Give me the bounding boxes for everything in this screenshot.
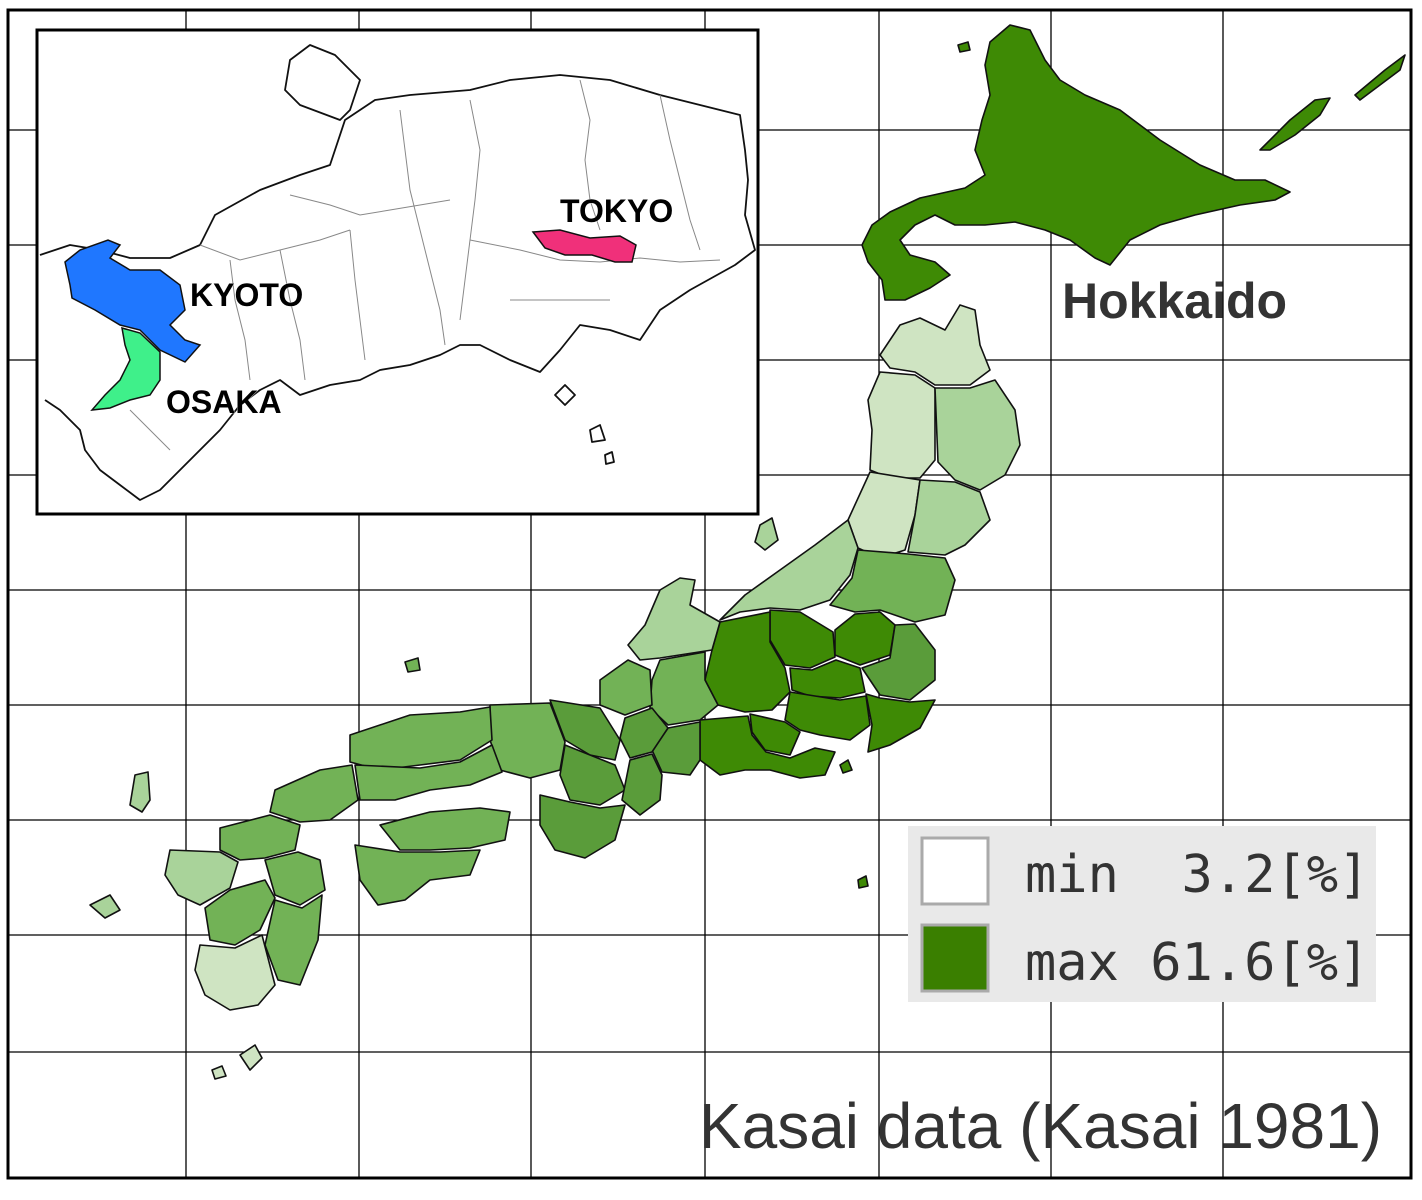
prefecture-osaka-nara <box>559 744 626 806</box>
legend-swatch-max <box>920 923 990 993</box>
prefecture-oita <box>264 851 326 906</box>
prefecture-fukuoka <box>219 814 301 861</box>
inset-coastline <box>39 44 756 501</box>
legend-max-label: max 61.6[%] <box>1025 933 1369 993</box>
islet <box>211 1065 227 1080</box>
source-caption: Kasai data (Kasai 1981) <box>699 1090 1382 1162</box>
prefecture-fukushima <box>829 549 956 623</box>
inset-osaka-prefecture <box>90 326 161 411</box>
islet <box>957 41 971 53</box>
inset-label-kyoto: KYOTO <box>190 277 303 313</box>
prefecture-gunma <box>769 609 836 669</box>
prefecture-saga-nagasaki <box>164 849 239 906</box>
prefecture-wakayama <box>539 794 626 859</box>
oki-island <box>404 657 421 673</box>
inset-tokyo-prefecture <box>531 229 637 263</box>
prefecture-niigata <box>719 519 859 621</box>
prefecture-ibaraki <box>861 623 936 701</box>
islet <box>857 875 869 889</box>
prefecture-kagoshima <box>194 934 276 1011</box>
inset-prefecture-borders <box>129 79 721 451</box>
prefecture-yamaguchi <box>269 764 359 823</box>
prefecture-fukui <box>599 659 653 716</box>
prefecture-iwate <box>934 379 1021 491</box>
prefecture-miyagi <box>907 479 991 556</box>
hokkaido-region <box>861 24 1291 301</box>
prefecture-nagano <box>704 611 791 713</box>
prefecture-saitama <box>789 659 866 699</box>
prefecture-miyazaki <box>264 894 323 986</box>
goto-islands <box>89 894 121 919</box>
prefecture-tochigi <box>834 611 896 666</box>
inset-label-tokyo: TOKYO <box>560 193 673 229</box>
prefecture-shikoku-south <box>354 844 481 906</box>
prefecture-toyama-ishikawa <box>627 577 721 661</box>
legend-min-label: min 3.2[%] <box>1025 845 1369 905</box>
kuril-island <box>1354 54 1406 101</box>
prefecture-shikoku-north <box>379 807 511 851</box>
prefecture-okayama-hiroshima <box>354 744 503 801</box>
prefecture-kumamoto <box>204 879 276 946</box>
yakushima-island <box>239 1044 263 1071</box>
prefecture-chiba <box>865 693 936 753</box>
prefecture-mie <box>621 753 663 816</box>
prefecture-shizuoka <box>699 715 836 779</box>
tsushima-island <box>129 771 151 813</box>
hokkaido-label: Hokkaido <box>1062 273 1287 329</box>
legend: min 3.2[%] max 61.6[%] <box>908 826 1376 1002</box>
islet <box>839 759 853 774</box>
prefecture-tokyo-kanagawa <box>784 691 871 741</box>
prefecture-akita <box>867 371 936 479</box>
prefecture-shiga <box>619 707 669 759</box>
prefecture-hyogo <box>489 702 566 779</box>
legend-swatch-min <box>920 836 990 906</box>
prefecture-aomori <box>879 304 991 386</box>
sado-island <box>754 517 779 551</box>
inset-kyoto-prefecture <box>64 239 202 363</box>
japan-main-map <box>89 24 1406 1080</box>
inset-label-osaka: OSAKA <box>166 384 282 420</box>
kuril-island <box>1259 97 1331 151</box>
inset-map: TOKYO KYOTO OSAKA <box>35 28 760 516</box>
